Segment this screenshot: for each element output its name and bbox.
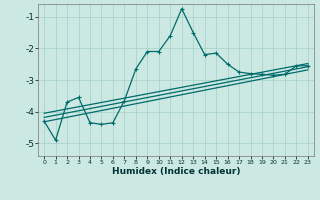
X-axis label: Humidex (Indice chaleur): Humidex (Indice chaleur) xyxy=(112,167,240,176)
